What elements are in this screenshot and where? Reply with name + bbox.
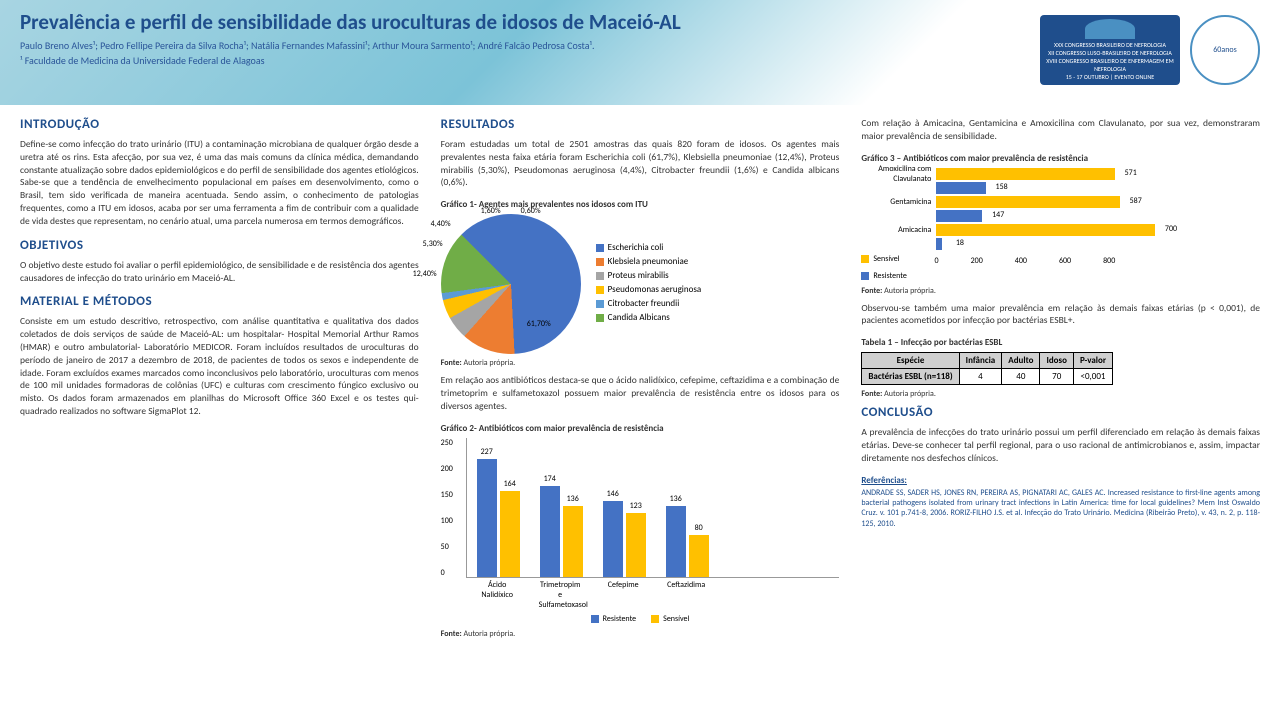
chart3-xaxis: 0200400600800 — [915, 256, 1116, 267]
column-2: RESULTADOS Foram estudadas um total de 2… — [441, 117, 840, 708]
resultados-intro: Foram estudadas um total de 2501 amostra… — [441, 138, 840, 189]
chart3-legend: Sensível 0200400600800 — [861, 254, 1260, 267]
congress-icon — [1085, 19, 1135, 39]
conclusao-text: A prevalência de infecções do trato urin… — [861, 426, 1260, 464]
chart2-legend: Resistente Sensível — [441, 614, 840, 627]
legend-item: Citrobacter freundii — [596, 298, 702, 309]
chart2-bars: 227 164 174 136 146 123 136 80 — [466, 438, 840, 578]
legend-item: Klebsiela pneumoniae — [596, 256, 702, 267]
content-area: INTRODUÇÃO Define-se como infecção do tr… — [0, 105, 1280, 720]
refs-title: Referências: — [861, 475, 1260, 486]
legend-item: Candida Albicans — [596, 312, 702, 323]
objetivos-text: O objetivo deste estudo foi avaliar o pe… — [20, 259, 419, 285]
resultados-title: RESULTADOS — [441, 117, 840, 132]
chart2-title: Gráfico 2- Antibióticos com maior preval… — [441, 423, 840, 434]
table-header: Infância — [959, 353, 1002, 369]
table-header: Idoso — [1040, 353, 1074, 369]
table-cell: 40 — [1002, 369, 1040, 385]
table-header: P-valor — [1073, 353, 1112, 369]
chart1-fonte: Fonte: Fonte: Autoria própria.Autoria pr… — [441, 358, 840, 368]
conclusao-title: CONCLUSÃO — [861, 405, 1260, 420]
logos-container: XXX CONGRESSO BRASILEIRO DE NEFROLOGIA X… — [1040, 15, 1260, 85]
bar-group: 136 80 — [666, 506, 709, 577]
introducao-title: INTRODUÇÃO — [20, 117, 419, 132]
objetivos-title: OBJETIVOS — [20, 238, 419, 253]
introducao-text: Define-se como infecção do trato urinári… — [20, 138, 419, 228]
legend-item: Escherichia coli — [596, 242, 702, 253]
table-cell: Bactérias ESBL (n=118) — [862, 369, 959, 385]
legend-item: Pseudomonas aeruginosa — [596, 284, 702, 295]
table-cell: 70 — [1040, 369, 1074, 385]
chart3-legend2: Resistente — [861, 271, 1260, 284]
pie-legend: Escherichia coli Klebsiela pneumoniae Prot… — [596, 242, 702, 326]
col3-text2: Observou-se também uma maior prevalência… — [861, 302, 1260, 328]
bar-group: 174 136 — [540, 486, 583, 576]
column-3: Com relação à Amicacina, Gentamicina e A… — [861, 117, 1260, 708]
chart2-fonte: Fonte: Autoria própria. — [441, 629, 840, 639]
hbar-row: Amicacina700 — [936, 224, 1260, 236]
bar-group: 227 164 — [477, 459, 520, 577]
table-header: Espécie — [862, 353, 959, 369]
pie-chart-container: 61,70% 12,40% 5,30% 4,40% 1,60% 0,60% Es… — [441, 214, 840, 354]
legend-item: Proteus mirabilis — [596, 270, 702, 281]
materiais-title: MATERIAL E MÉTODOS — [20, 294, 419, 309]
chart3-title: Gráfico 3 – Antibióticos com maior preva… — [861, 153, 1260, 164]
hbar-row: Amoxicilina com Clavulanato571 — [936, 168, 1260, 180]
resultados-text2: Em relação aos antibióticos destaca-se q… — [441, 374, 840, 412]
column-1: INTRODUÇÃO Define-se como infecção do tr… — [20, 117, 419, 708]
pie-chart: 61,70% 12,40% 5,30% 4,40% 1,60% 0,60% — [441, 214, 581, 354]
chart3-fonte: Fonte: Autoria própria. — [861, 286, 1260, 296]
bar-group: 146 123 — [603, 501, 646, 577]
bar-chart-2: 250200150100500 227 164 174 136 146 123 … — [441, 438, 840, 578]
table1-title: Tabela 1 – Infecção por bactérias ESBL — [861, 337, 1260, 348]
poster-header: Prevalência e perfil de sensibilidade da… — [0, 0, 1280, 105]
table-header: Adulto — [1002, 353, 1040, 369]
chart2-xlabels: Ácido NalidíxicoTrimetropim e Sulfametox… — [441, 580, 840, 610]
poster-title: Prevalência e perfil de sensibilidade da… — [20, 10, 740, 35]
table-cell: <0,001 — [1073, 369, 1112, 385]
refs-text: ANDRADE SS, SADER HS, JONES RN, PEREIRA … — [861, 488, 1260, 530]
hbar-row: Gentamicina587 — [936, 196, 1260, 208]
pie-labels: 61,70% 12,40% 5,30% 4,40% 1,60% 0,60% — [441, 214, 581, 354]
table-esbl: EspécieInfânciaAdultoIdosoP-valor Bactér… — [861, 352, 1113, 385]
chart2-yaxis: 250200150100500 — [441, 438, 453, 578]
table1-fonte: Fonte: Autoria própria. — [861, 389, 1260, 399]
hbar-chart-3: Amoxicilina com Clavulanato571 158Gentam… — [861, 168, 1260, 250]
col3-intro: Com relação à Amicacina, Gentamicina e A… — [861, 117, 1260, 143]
table-cell: 4 — [959, 369, 1002, 385]
sbn-logo: 60anos — [1190, 15, 1260, 85]
congress-logo: XXX CONGRESSO BRASILEIRO DE NEFROLOGIA X… — [1040, 15, 1180, 85]
materiais-text: Consiste em um estudo descritivo, retros… — [20, 315, 419, 418]
